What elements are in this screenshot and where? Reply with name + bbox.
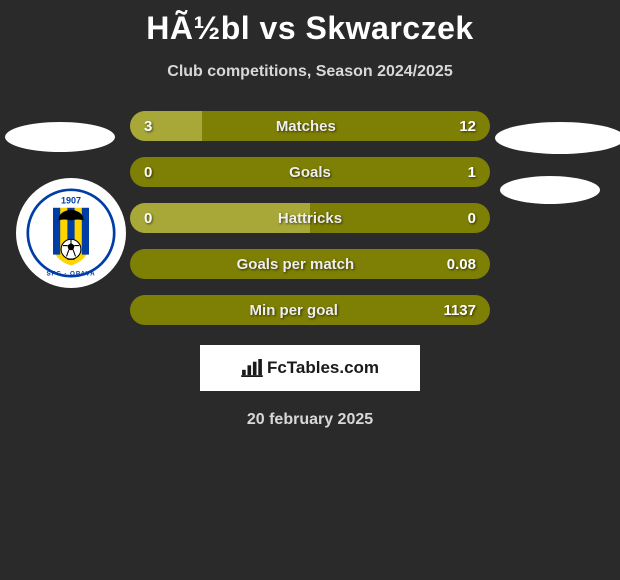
stat-right-value: 0.08 (447, 256, 490, 273)
svg-text:SFC · OPAVA: SFC · OPAVA (46, 270, 95, 277)
stats-bars: 3 Matches 12 0 Goals 1 0 Hattricks 0 Goa… (130, 111, 490, 325)
club-badge-icon: 1907 SFC · OPAVA (26, 188, 116, 278)
bar-chart-icon (241, 359, 263, 377)
stat-label: Matches (152, 118, 459, 135)
stat-right-value: 1137 (443, 302, 490, 319)
stat-bar: 0 Goals 1 (130, 157, 490, 187)
stat-right-value: 1 (468, 164, 490, 181)
brand-text: FcTables.com (267, 358, 379, 378)
player-left-placeholder (5, 122, 115, 152)
stat-bar: Min per goal 1137 (130, 295, 490, 325)
stat-left-value: 0 (130, 210, 152, 227)
stat-right-value: 12 (459, 118, 490, 135)
player-right-placeholder-2 (500, 176, 600, 204)
stat-bar: 3 Matches 12 (130, 111, 490, 141)
stat-label: Goals per match (144, 256, 447, 273)
stat-bar: Goals per match 0.08 (130, 249, 490, 279)
stat-bar: 0 Hattricks 0 (130, 203, 490, 233)
player-right-placeholder-1 (495, 122, 620, 154)
page-title: HÃ½bl vs Skwarczek (0, 0, 620, 47)
stat-label: Goals (152, 164, 467, 181)
stat-label: Hattricks (152, 210, 467, 227)
stat-label: Min per goal (144, 302, 443, 319)
brand-box: FcTables.com (200, 345, 420, 391)
subtitle: Club competitions, Season 2024/2025 (0, 63, 620, 81)
stat-left-value: 0 (130, 164, 152, 181)
stat-right-value: 0 (468, 210, 490, 227)
badge-year: 1907 (61, 195, 81, 205)
club-badge: 1907 SFC · OPAVA (16, 178, 126, 288)
date: 20 february 2025 (0, 411, 620, 429)
stat-left-value: 3 (130, 118, 152, 135)
